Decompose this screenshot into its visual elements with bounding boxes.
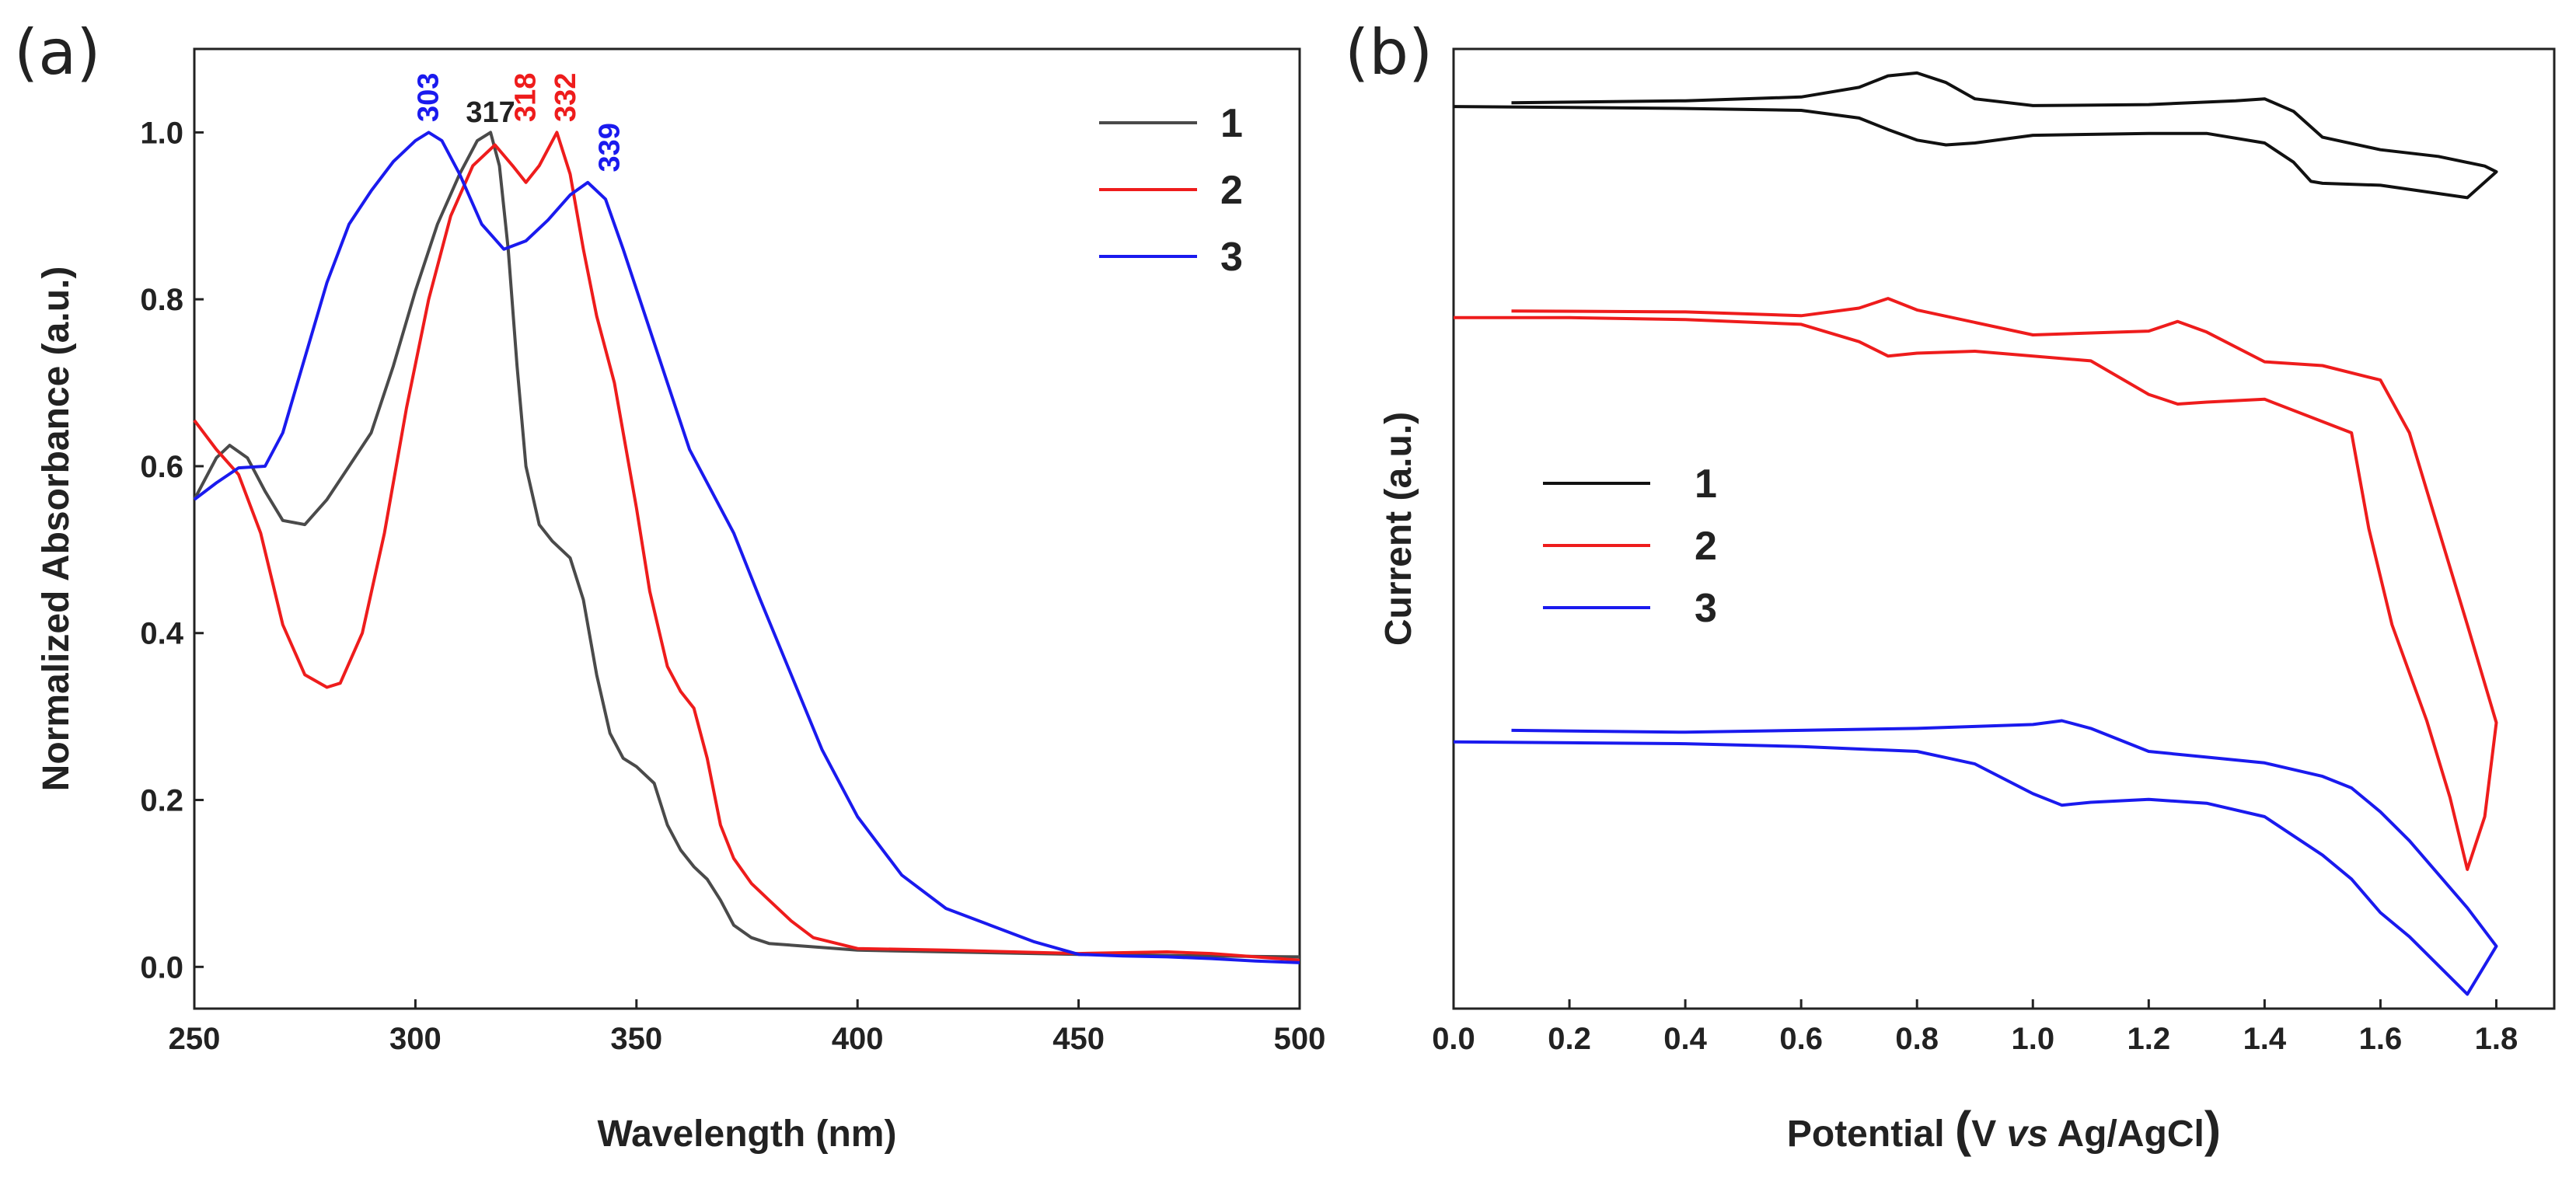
panel-b-x-axis-title-part: Ag/AgCl [2048, 1114, 2204, 1155]
panel-a-absorbance-chart: (a) 250 300 350 400 450 500 0.0 0.2 0.4 0.6 0.8 1.0… [14, 16, 1325, 1155]
panel-a-plot-area [193, 47, 1301, 1010]
panel-a-legend: 1 2 3 [1099, 101, 1243, 280]
panel-b-y-axis-title: Current (a.u.) [1378, 412, 1419, 646]
panel-a-peak-label: 318 [510, 73, 543, 122]
panel-b-legend-label: 2 [1695, 524, 1717, 569]
panel-a-x-tick-label: 500 [1274, 1022, 1326, 1056]
panel-b-series-line-3 [1453, 719, 2498, 996]
panel-a-x-tick-label: 250 [169, 1022, 221, 1056]
panel-b-plot-area [1452, 47, 2556, 1010]
panel-a-legend-label: 1 [1220, 101, 1243, 146]
panel-a-y-tick-label: 0.2 [140, 784, 183, 818]
panel-a-peak-label: 339 [594, 123, 627, 172]
panel-b-frame [1452, 47, 2556, 1010]
panel-b-x-tick-label: 1.4 [2243, 1022, 2287, 1056]
panel-b-legend-label: 1 [1695, 462, 1717, 507]
panel-b-x-axis-title-part: Potential [1787, 1114, 1955, 1155]
panel-b-series [1453, 71, 2498, 996]
panel-b-label: (b) [1345, 16, 1433, 89]
panel-b-legend: 1 2 3 [1543, 462, 1717, 631]
panel-b-x-axis-title: Potential (V vs Ag/AgCl) [1787, 1101, 2221, 1157]
panel-a-series [193, 131, 1300, 964]
panel-b-x-axis-title-paren: ( [1955, 1101, 1972, 1157]
panel-b-legend-label: 3 [1695, 586, 1717, 631]
panel-a-y-tick-label: 0.0 [140, 950, 183, 985]
panel-b-cyclic-voltammetry-chart: (b) 0.0 0.2 0.4 0.6 0.8 1.0 1.2 1.4 1.6 1.8 1 2 3 P… [1345, 16, 2556, 1157]
panel-b-x-tick-label: 1.8 [2475, 1022, 2518, 1056]
panel-b-x-tick-label: 0.8 [1895, 1022, 1939, 1056]
panel-a-series-line-2 [193, 131, 1300, 962]
panel-a-legend-label: 2 [1220, 168, 1243, 213]
panel-a-y-tick-label: 1.0 [140, 116, 183, 150]
panel-b-series-line-2 [1454, 297, 2498, 871]
panel-a-peak-label: 332 [550, 73, 582, 122]
panel-a-y-tick-label: 0.8 [140, 283, 183, 317]
panel-a-x-axis-title: Wavelength (nm) [598, 1114, 897, 1155]
panel-a-label: (a) [14, 16, 100, 89]
panel-a-series-line-3 [193, 131, 1300, 964]
panel-a-x-tick-label: 350 [610, 1022, 662, 1056]
panel-b-ticks: 0.0 0.2 0.4 0.6 0.8 1.0 1.2 1.4 1.6 1.8 [1432, 999, 2518, 1056]
panel-a-x-tick-label: 300 [389, 1022, 442, 1056]
panel-a-y-tick-label: 0.6 [140, 450, 183, 484]
panel-a-ticks: 250 300 350 400 450 500 0.0 0.2 0.4 0.6 0.8 1.0 [140, 116, 1325, 1056]
panel-a-x-tick-label: 450 [1052, 1022, 1105, 1056]
panel-b-x-axis-title-paren: ) [2204, 1101, 2221, 1157]
panel-b-x-tick-label: 1.0 [2011, 1022, 2054, 1056]
panel-a-peak-label: 303 [412, 73, 445, 122]
panel-b-x-axis-title-vs: vs [2007, 1114, 2048, 1155]
panel-b-x-axis-title-part: V [1971, 1114, 2006, 1155]
panel-a-frame [193, 47, 1301, 1010]
panel-b-x-tick-label: 0.0 [1432, 1022, 1475, 1056]
panel-b-x-tick-label: 1.6 [2359, 1022, 2403, 1056]
panel-b-series-line-1 [1453, 71, 2498, 200]
panel-a-legend-label: 3 [1220, 235, 1243, 280]
panel-b-x-tick-label: 1.2 [2127, 1022, 2171, 1056]
panel-a-series-line-1 [193, 131, 1300, 959]
panel-a-x-tick-label: 400 [832, 1022, 884, 1056]
panel-b-x-tick-label: 0.6 [1779, 1022, 1823, 1056]
panel-b-x-tick-label: 0.2 [1548, 1022, 1591, 1056]
panel-b-x-tick-label: 0.4 [1663, 1022, 1707, 1056]
panel-a-y-tick-label: 0.4 [140, 617, 183, 651]
panel-a-y-axis-title: Normalized Absorbance (a.u.) [36, 267, 77, 792]
panel-a-peak-label: 317 [466, 96, 515, 129]
